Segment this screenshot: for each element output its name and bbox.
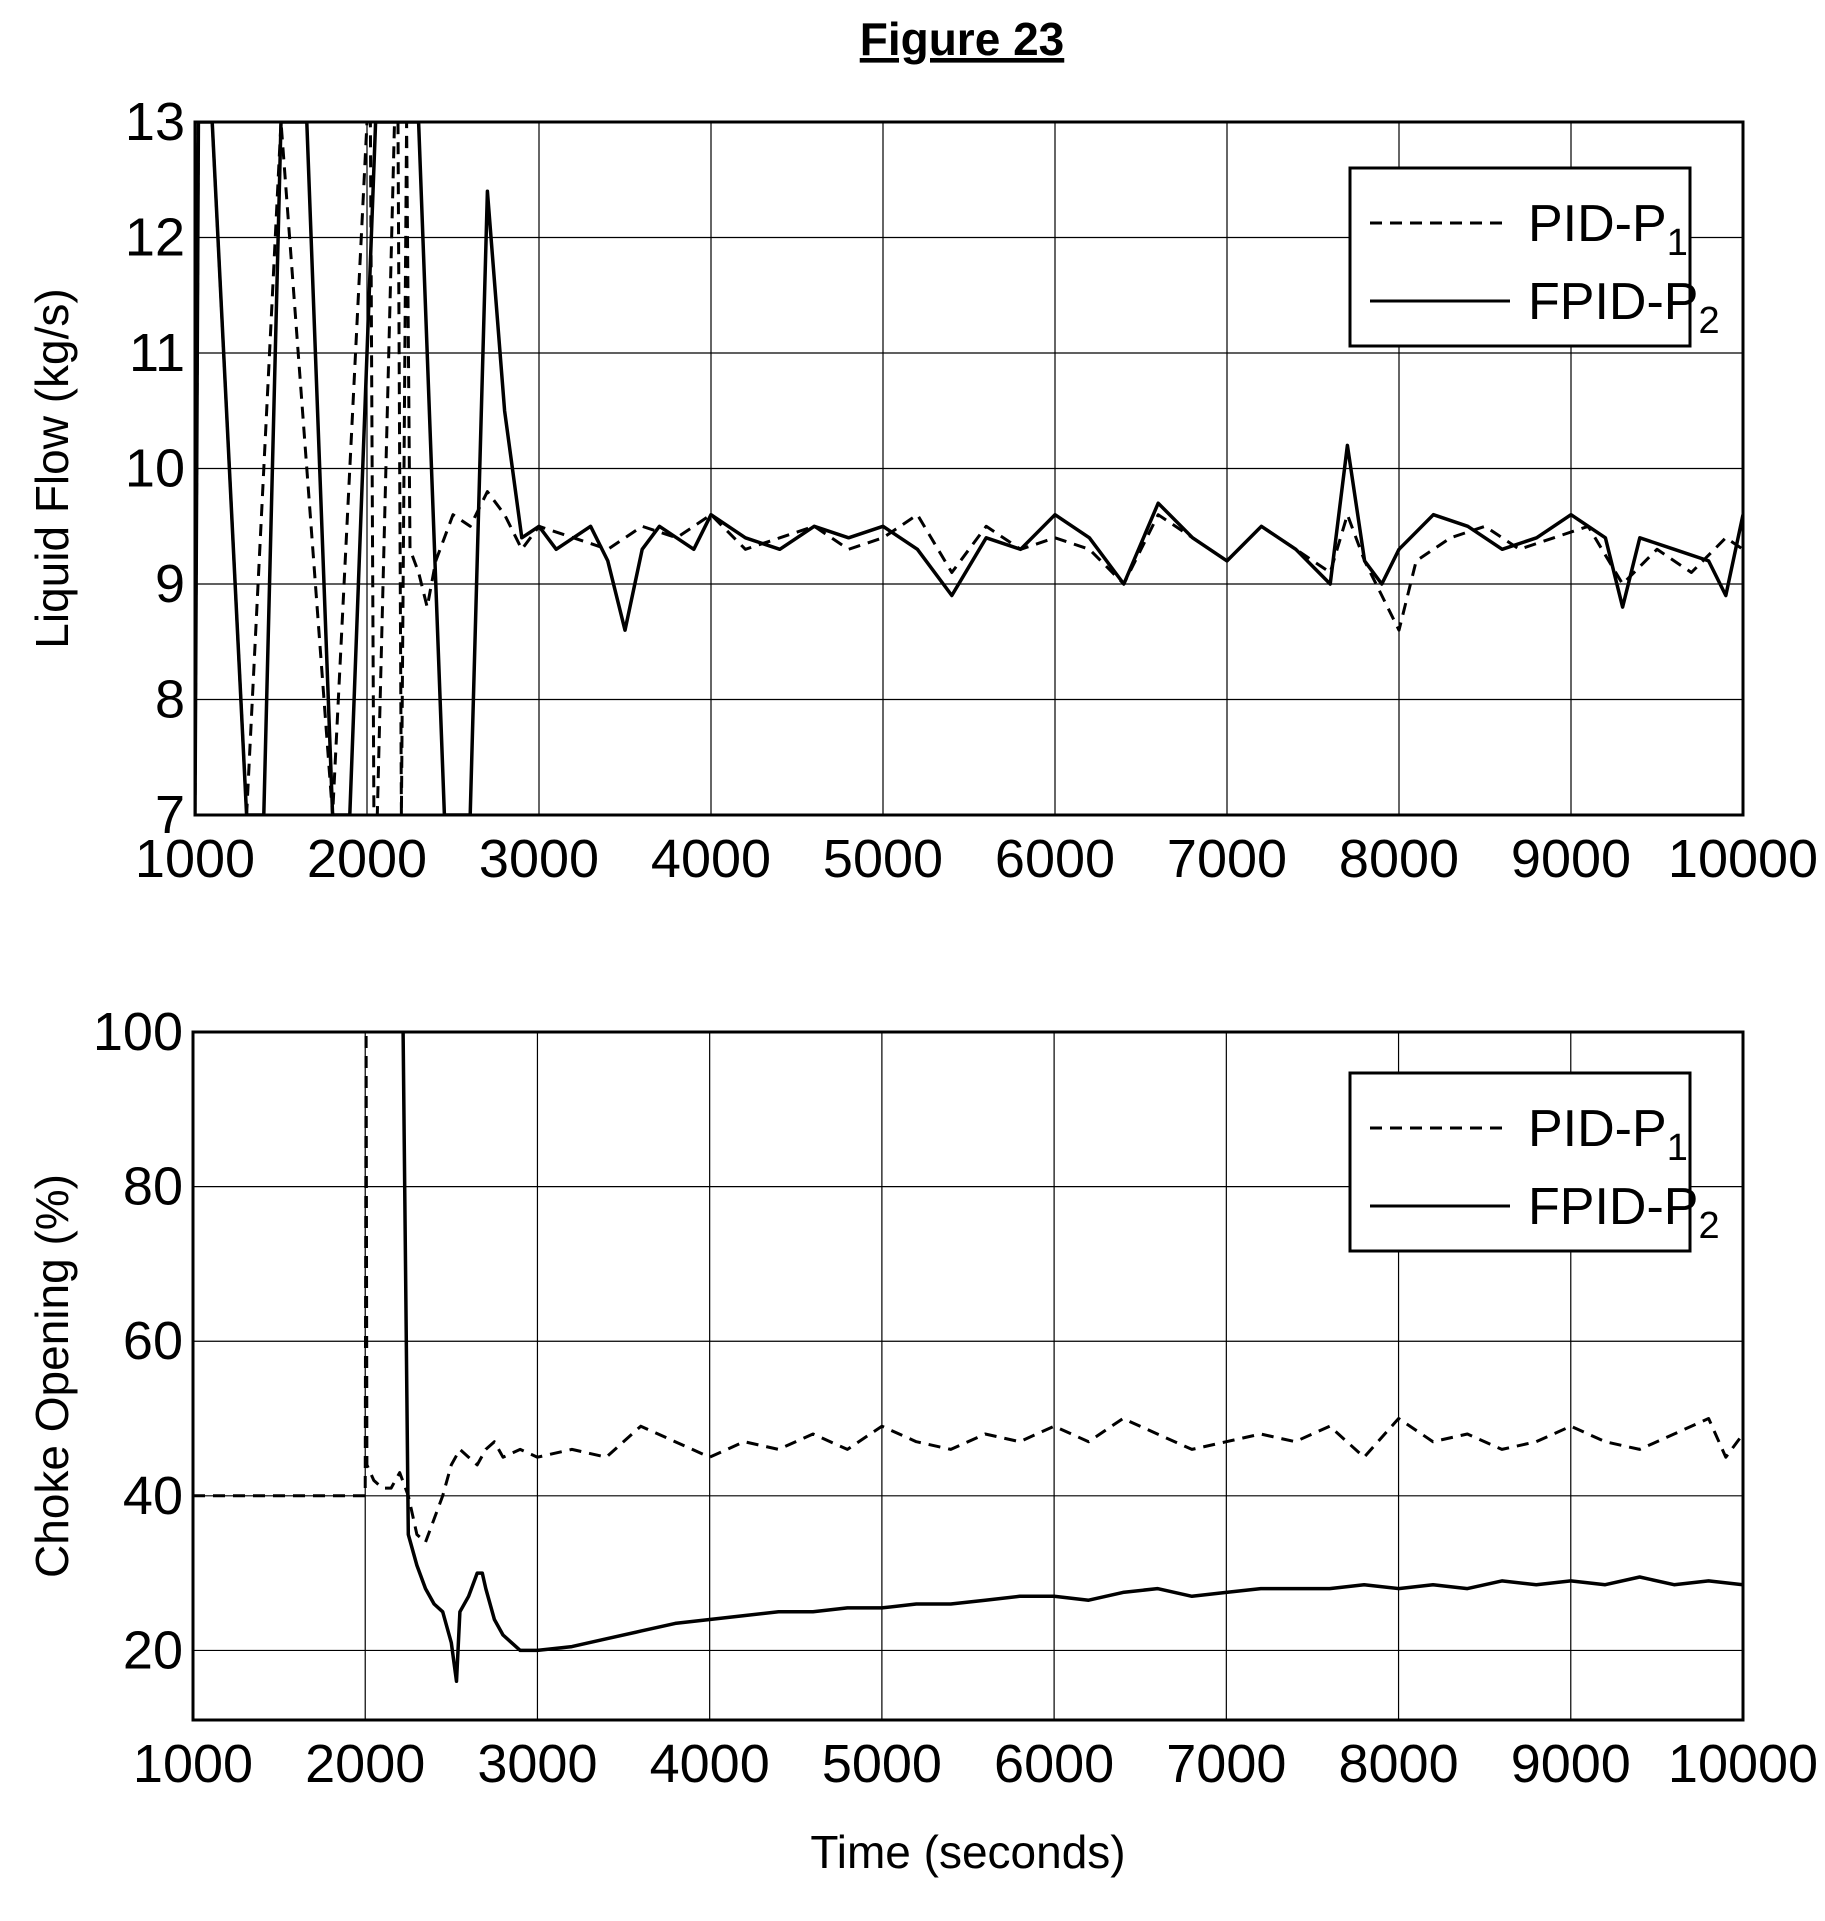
y-tick-label: 100 <box>93 1002 183 1062</box>
legend-label: PID-P1 <box>1528 195 1688 264</box>
x-tick-label: 2000 <box>307 829 427 889</box>
legend-label: FPID-P2 <box>1528 1178 1720 1247</box>
x-tick-label: 6000 <box>994 1734 1114 1794</box>
x-axis-label: Time (seconds) <box>810 1826 1125 1878</box>
series-line-fpid-p2 <box>401 1032 1743 1684</box>
x-tick-label: 10000 <box>1668 829 1818 889</box>
y-tick-label: 7 <box>155 785 185 845</box>
figure-title: Figure 23 <box>860 13 1065 65</box>
y-tick-label: 20 <box>123 1620 183 1680</box>
y-tick-label: 9 <box>155 554 185 614</box>
x-tick-label: 4000 <box>651 829 771 889</box>
x-tick-label: 8000 <box>1339 829 1459 889</box>
x-tick-label: 3000 <box>477 1734 597 1794</box>
x-tick-label: 8000 <box>1338 1734 1458 1794</box>
y-tick-label: 12 <box>125 208 185 268</box>
plot-frame <box>193 120 1745 817</box>
y-tick-label: 10 <box>125 439 185 499</box>
y-tick-label: 11 <box>129 323 185 383</box>
x-tick-label: 3000 <box>479 829 599 889</box>
x-tick-label: 1000 <box>135 829 255 889</box>
y-tick-label: 8 <box>155 670 185 730</box>
x-tick-label: 5000 <box>822 1734 942 1794</box>
choke-opening-chart: 1000 2000 3000 4000 5000 6000 7000 8000 9000 1000… <box>26 1002 1818 1878</box>
x-tick-label: 2000 <box>305 1734 425 1794</box>
liquid-flow-chart: 1000 2000 3000 4000 5000 6000 7000 8000 9000 1000… <box>26 92 1818 889</box>
y-tick-label: 60 <box>123 1311 183 1371</box>
x-tick-label: 9000 <box>1511 829 1631 889</box>
x-tick-label: 1000 <box>133 1734 253 1794</box>
legend-box <box>1348 1071 1692 1253</box>
y-tick-label: 40 <box>123 1466 183 1526</box>
y-tick-label: 80 <box>123 1157 183 1217</box>
x-tick-label: 4000 <box>650 1734 770 1794</box>
series-line-fpid-p2 <box>195 122 1743 815</box>
x-tick-label: 10000 <box>1668 1734 1818 1794</box>
y-axis-label: Liquid Flow (kg/s) <box>26 288 78 648</box>
x-tick-label: 5000 <box>823 829 943 889</box>
series-line-pid-p1 <box>193 1032 1743 1544</box>
legend-label: PID-P1 <box>1528 1100 1688 1169</box>
plot-frame <box>191 1030 1745 1722</box>
legend: PID-P1 FPID-P2 <box>1348 166 1720 348</box>
x-tick-label: 9000 <box>1511 1734 1631 1794</box>
legend: PID-P1 FPID-P2 <box>1348 1071 1720 1253</box>
x-tick-label: 7000 <box>1167 829 1287 889</box>
y-axis-label: Choke Opening (%) <box>26 1174 78 1578</box>
x-tick-label: 6000 <box>995 829 1115 889</box>
legend-box <box>1348 166 1692 348</box>
series-line-pid-p1 <box>195 122 1743 815</box>
legend-label: FPID-P2 <box>1528 273 1720 342</box>
y-tick-label: 13 <box>125 92 185 152</box>
x-tick-label: 7000 <box>1166 1734 1286 1794</box>
